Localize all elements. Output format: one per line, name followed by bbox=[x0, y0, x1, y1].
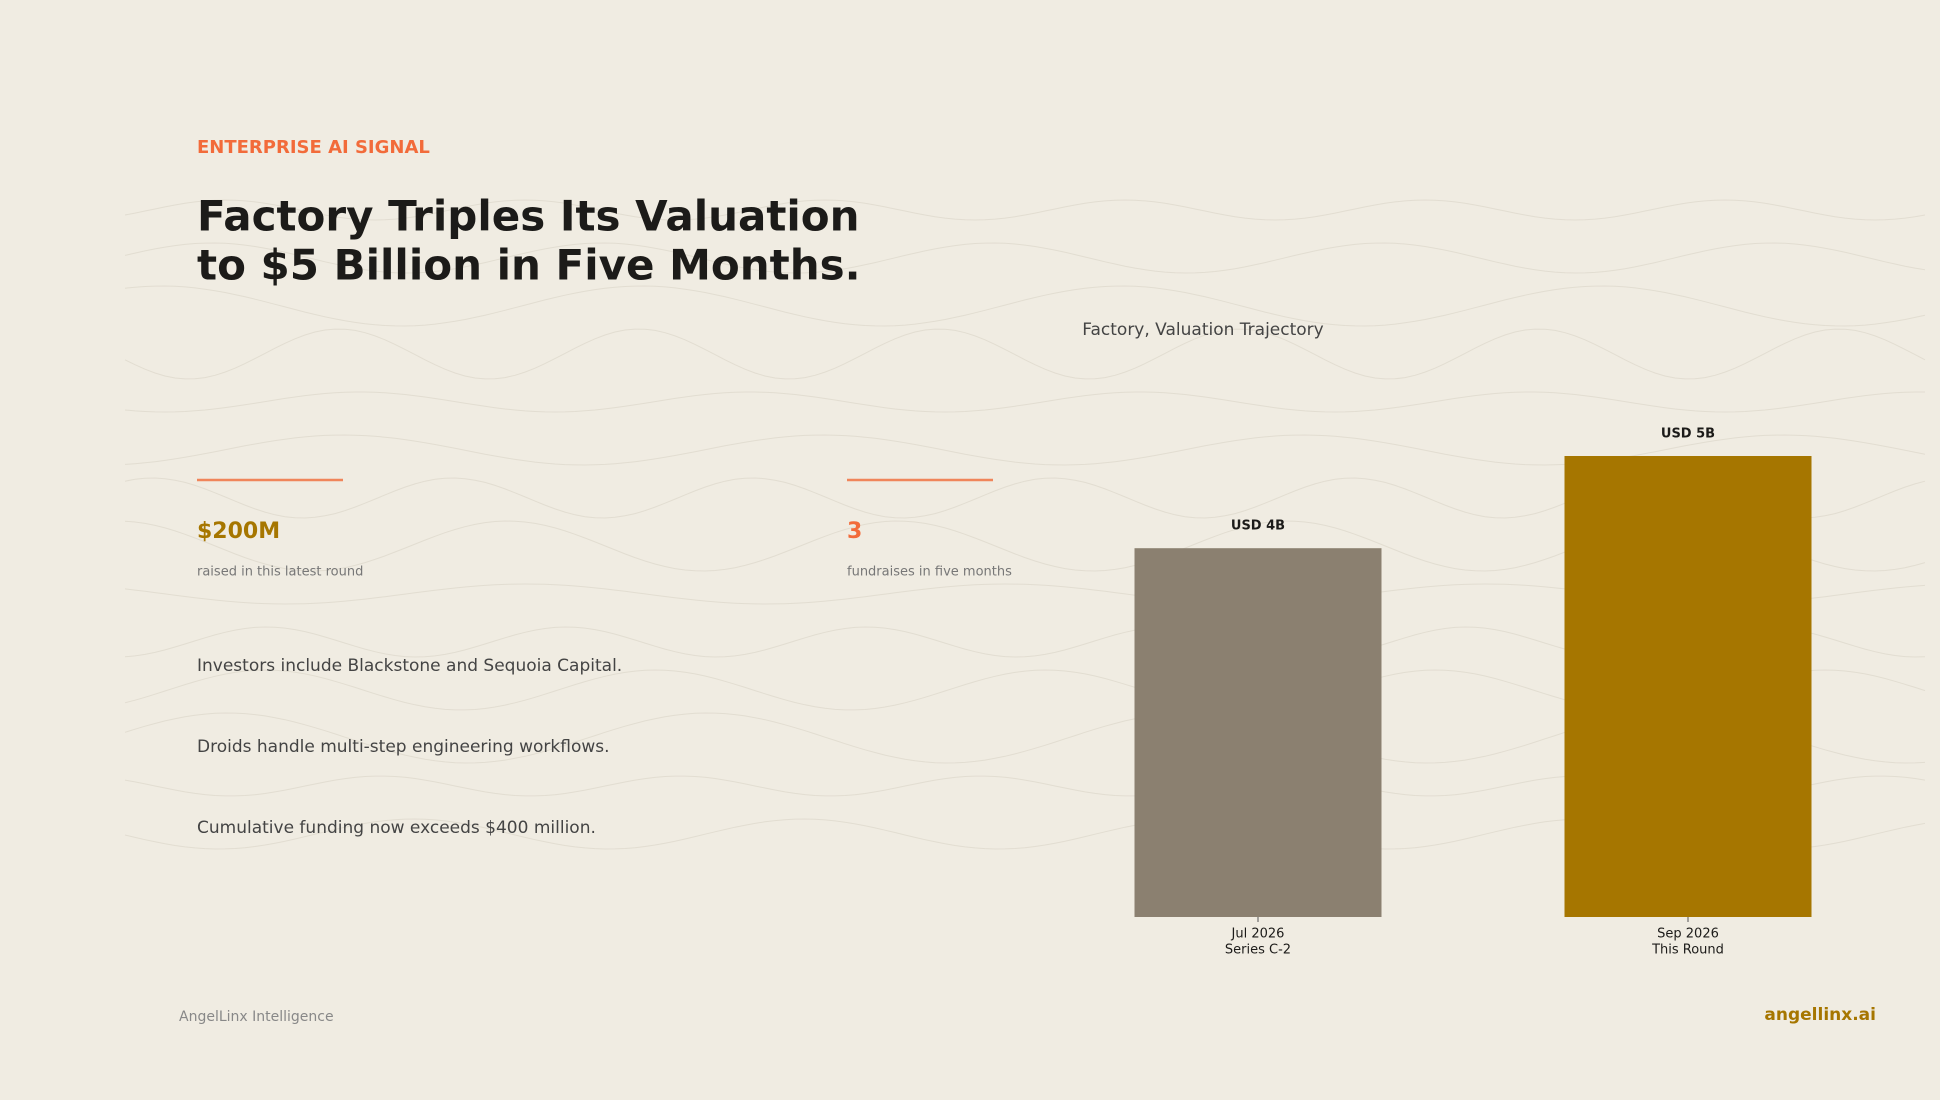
stat-value: 3 bbox=[847, 519, 862, 544]
bg-wave bbox=[124, 199, 1926, 221]
stat-caption: fundraises in five months bbox=[847, 565, 1012, 580]
value-label: USD 4B bbox=[1231, 519, 1285, 534]
bg-wave bbox=[124, 328, 1926, 380]
footer-source: AngelLinx Intelligence bbox=[179, 1009, 334, 1025]
kicker: ENTERPRISE AI SIGNAL bbox=[197, 137, 430, 158]
bg-wave bbox=[124, 242, 1926, 274]
x-tick-label: Sep 2026 bbox=[1657, 927, 1719, 942]
bullet: Investors include Blackstone and Sequoia… bbox=[197, 656, 622, 676]
bar bbox=[1134, 548, 1382, 917]
bar bbox=[1564, 456, 1812, 917]
bg-wave bbox=[124, 391, 1925, 413]
bullet: Droids handle multi-step engineering wor… bbox=[197, 737, 610, 757]
chart-title: Factory, Valuation Trajectory bbox=[1082, 320, 1323, 340]
bg-wave bbox=[124, 285, 1926, 327]
footer-brand: angellinx.ai bbox=[1764, 1005, 1876, 1025]
headline: Factory Triples Its Valuation bbox=[197, 192, 860, 241]
headline: to $5 Billion in Five Months. bbox=[197, 241, 861, 290]
stat-value: $200M bbox=[197, 519, 280, 544]
bullet: Cumulative funding now exceeds $400 mill… bbox=[197, 818, 596, 838]
x-tick-label: This Round bbox=[1651, 943, 1724, 958]
x-tick-label: Jul 2026 bbox=[1231, 927, 1285, 942]
x-tick-label: Series C-2 bbox=[1225, 943, 1291, 958]
value-label: USD 5B bbox=[1661, 427, 1715, 442]
stat-caption: raised in this latest round bbox=[197, 565, 363, 580]
